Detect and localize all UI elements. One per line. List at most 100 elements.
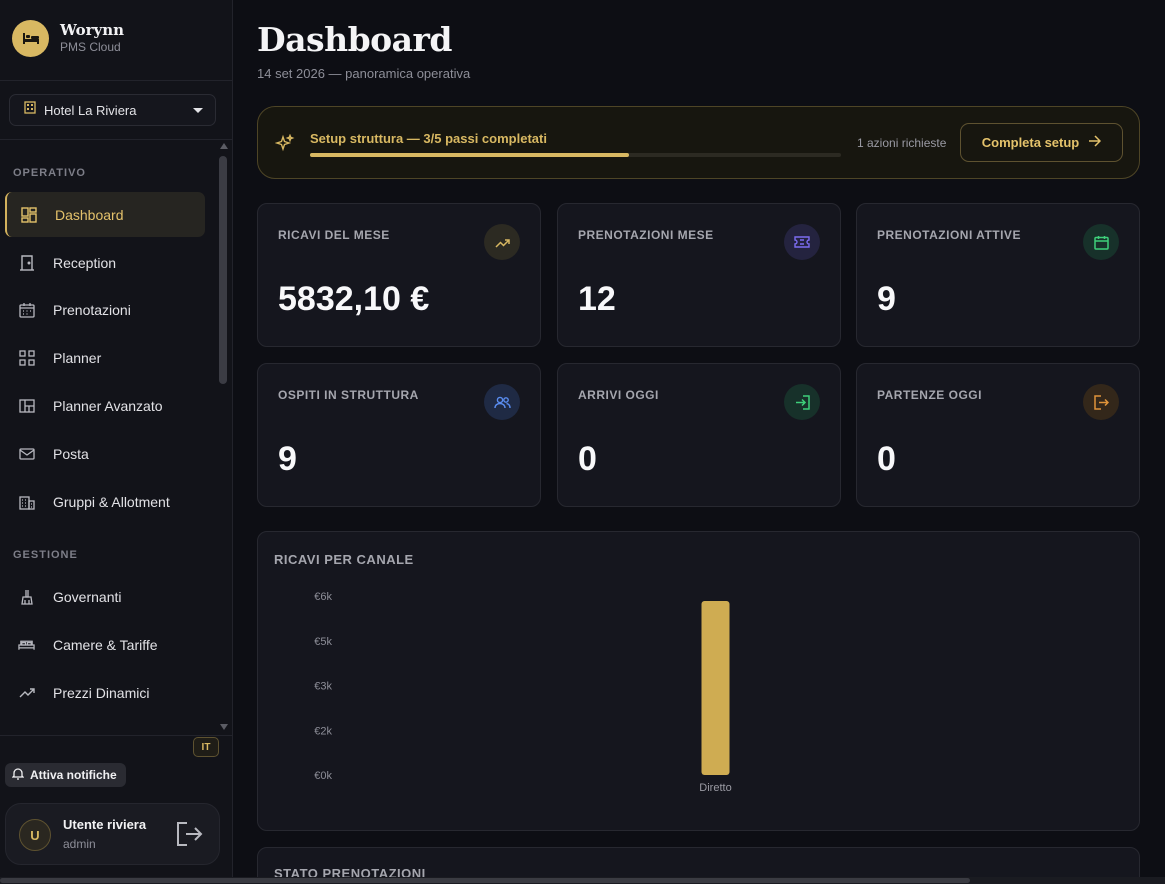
- stat-label: PRENOTAZIONI ATTIVE: [877, 228, 1021, 242]
- avatar: U: [19, 819, 51, 851]
- stat-card-arrivi-oggi: ARRIVI OGGI 0: [557, 363, 841, 507]
- stat-value: 12: [578, 280, 616, 318]
- y-tick-label: €5k: [314, 636, 332, 648]
- stat-label: PARTENZE OGGI: [877, 388, 982, 402]
- ticket-icon: [784, 224, 820, 260]
- calendar-icon: [18, 301, 35, 318]
- building-icon: [18, 493, 35, 510]
- section-title-gestione: GESTIONE: [13, 549, 78, 561]
- revenue-by-channel-chart: €0k €2k €3k €5k €6k Diretto: [314, 591, 731, 794]
- bar-diretto[interactable]: [701, 601, 730, 775]
- sidebar-item-label: Planner: [53, 349, 102, 366]
- stat-card-prenotazioni-mese: PRENOTAZIONI MESE 12: [557, 203, 841, 347]
- sidebar-item-label: Prezzi Dinamici: [53, 684, 150, 701]
- sidebar-item-label: Camere & Tariffe: [53, 636, 158, 653]
- trend-icon: [18, 684, 35, 701]
- divider: [0, 735, 232, 736]
- horizontal-scrollbar[interactable]: [0, 877, 1165, 884]
- chevron-down-icon: [193, 108, 203, 113]
- user-name: Utente riviera: [63, 817, 147, 832]
- sparkles-icon: [274, 133, 295, 159]
- stat-label: RICAVI DEL MESE: [278, 228, 390, 242]
- arrow-right-icon: [1088, 135, 1102, 150]
- stat-value: 0: [578, 440, 597, 478]
- hotel-selector[interactable]: Hotel La Riviera: [9, 94, 216, 126]
- stat-card-prenotazioni-attive: PRENOTAZIONI ATTIVE 9: [856, 203, 1140, 347]
- broom-icon: [18, 588, 35, 605]
- enable-notifications-button[interactable]: Attiva notifiche: [5, 763, 126, 787]
- setup-actions-text: 1 azioni richieste: [857, 136, 947, 150]
- stat-value: 5832,10 €: [278, 280, 430, 318]
- sidebar-item-prezzi-dinamici[interactable]: Prezzi Dinamici: [5, 670, 205, 715]
- horizontal-scrollbar-thumb[interactable]: [0, 878, 970, 883]
- brand-subtitle: PMS Cloud: [60, 40, 121, 54]
- stat-card-ospiti-struttura: OSPITI IN STRUTTURA 9: [257, 363, 541, 507]
- sidebar-item-governanti[interactable]: Governanti: [5, 574, 205, 619]
- complete-setup-label: Completa setup: [981, 135, 1080, 150]
- scroll-down-arrow[interactable]: [220, 724, 228, 730]
- logout-icon: [177, 822, 203, 846]
- divider: [0, 80, 232, 81]
- brand[interactable]: Worynn PMS Cloud: [12, 18, 222, 58]
- building-icon: [24, 101, 36, 119]
- sidebar-item-dashboard[interactable]: Dashboard: [5, 192, 205, 237]
- logout-button[interactable]: [174, 819, 204, 854]
- setup-progress-fill: [310, 153, 629, 157]
- hotel-selector-value: Hotel La Riviera: [44, 102, 137, 118]
- sidebar-item-camere-tariffe[interactable]: Camere & Tariffe: [5, 622, 205, 667]
- grid-icon: [18, 349, 35, 366]
- sidebar-item-prenotazioni[interactable]: Prenotazioni: [5, 287, 205, 332]
- sidebar-item-planner-avanzato[interactable]: Planner Avanzato: [5, 383, 205, 428]
- stat-label: ARRIVI OGGI: [578, 388, 659, 402]
- enable-notifications-label: Attiva notifiche: [30, 768, 117, 782]
- sidebar-item-label: Gruppi & Allotment: [53, 493, 170, 510]
- x-tick-label: Diretto: [699, 782, 731, 794]
- sidebar-item-reception[interactable]: Reception: [5, 240, 205, 285]
- stat-label: OSPITI IN STRUTTURA: [278, 388, 419, 402]
- y-tick-label: €2k: [314, 725, 332, 737]
- bed-icon: [12, 19, 49, 57]
- bed-icon: [18, 636, 35, 653]
- y-tick-label: €0k: [314, 770, 332, 782]
- user-role: admin: [63, 837, 96, 851]
- sidebar-item-label: Prenotazioni: [53, 301, 131, 318]
- language-badge[interactable]: IT: [193, 737, 219, 757]
- page-subtitle: 14 set 2026 — panoramica operativa: [257, 66, 471, 81]
- setup-title: Setup struttura — 3/5 passi completati: [310, 131, 547, 146]
- layout-icon: [18, 397, 35, 414]
- stat-value: 0: [877, 440, 896, 478]
- brand-name: Worynn: [60, 21, 125, 39]
- sidebar-item-label: Planner Avanzato: [53, 397, 163, 414]
- stat-value: 9: [278, 440, 297, 478]
- complete-setup-button[interactable]: Completa setup: [960, 123, 1123, 162]
- setup-progress-bar: [310, 153, 841, 157]
- scroll-up-arrow[interactable]: [220, 143, 228, 149]
- sidebar-item-label: Governanti: [53, 588, 122, 605]
- divider: [0, 139, 232, 140]
- stat-value: 9: [877, 280, 896, 318]
- sidebar-item-label: Posta: [53, 445, 89, 462]
- users-icon: [484, 384, 520, 420]
- chart-title: RICAVI PER CANALE: [274, 552, 414, 567]
- logout-icon: [1083, 384, 1119, 420]
- bell-icon: [11, 767, 25, 783]
- sidebar: Worynn PMS Cloud Hotel La Riviera OPERAT…: [0, 0, 233, 884]
- y-tick-label: €3k: [314, 681, 332, 693]
- dashboard-icon: [20, 206, 37, 223]
- mail-icon: [18, 445, 35, 462]
- sidebar-item-posta[interactable]: Posta: [5, 431, 205, 476]
- section-title-operativo: OPERATIVO: [13, 167, 86, 179]
- door-icon: [18, 254, 35, 271]
- stat-card-ricavi-mese: RICAVI DEL MESE 5832,10 €: [257, 203, 541, 347]
- trend-up-icon: [484, 224, 520, 260]
- calendar-icon: [1083, 224, 1119, 260]
- login-icon: [784, 384, 820, 420]
- user-card: U Utente riviera admin: [5, 803, 220, 865]
- sidebar-item-label: Dashboard: [55, 206, 124, 223]
- chart-card-ricavi-canale: RICAVI PER CANALE €0k €2k €3k €5k €6k Diretto: [257, 531, 1140, 831]
- sidebar-item-planner[interactable]: Planner: [5, 335, 205, 380]
- sidebar-item-label: Reception: [53, 254, 117, 271]
- sidebar-item-gruppi-allotment[interactable]: Gruppi & Allotment: [5, 479, 205, 524]
- y-tick-label: €6k: [314, 591, 332, 603]
- sidebar-scrollbar[interactable]: [219, 156, 227, 384]
